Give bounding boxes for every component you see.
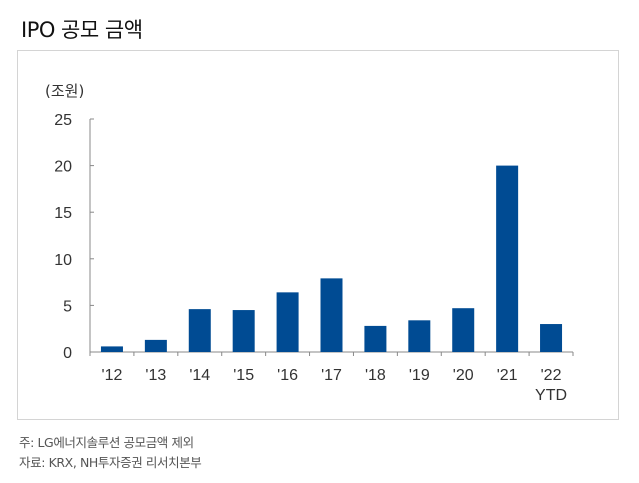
x-tick-label: YTD	[535, 387, 567, 404]
x-tick-label: '19	[409, 367, 430, 384]
bar-10	[540, 324, 563, 352]
y-tick-label: 25	[54, 112, 72, 129]
x-tick-label: '12	[102, 367, 123, 384]
bar-5	[320, 278, 343, 352]
y-tick-label: 5	[63, 298, 72, 315]
y-tick-label: 20	[54, 159, 72, 176]
bar-7	[408, 320, 431, 352]
y-axis-unit-label: (조원)	[45, 82, 85, 100]
x-tick-label: '21	[497, 367, 518, 384]
bar-3	[232, 310, 255, 352]
chart-title: IPO 공모 금액	[21, 18, 143, 42]
x-tick-label: '13	[145, 367, 166, 384]
bar-1	[144, 339, 167, 352]
bar-4	[276, 292, 299, 352]
y-tick-label: 0	[63, 345, 72, 362]
bar-8	[452, 308, 475, 352]
x-tick-label: '16	[277, 367, 298, 384]
x-tick-label: '14	[189, 367, 210, 384]
bar-0	[100, 346, 123, 352]
bar-2	[188, 309, 211, 352]
x-tick-label: '17	[321, 367, 342, 384]
footnote-note: 주: LG에너지솔루션 공모금액 제외	[19, 435, 194, 450]
bar-9	[496, 165, 519, 352]
x-tick-label: '18	[365, 367, 386, 384]
x-tick-label: '15	[233, 367, 254, 384]
y-tick-label: 10	[54, 252, 72, 269]
footnote-source: 자료: KRX, NH투자증권 리서치본부	[19, 455, 202, 470]
chart-frame	[17, 50, 619, 420]
x-tick-label: '20	[453, 367, 474, 384]
x-tick-label: '22	[541, 367, 562, 384]
bar-6	[364, 325, 387, 352]
y-tick-label: 15	[54, 205, 72, 222]
